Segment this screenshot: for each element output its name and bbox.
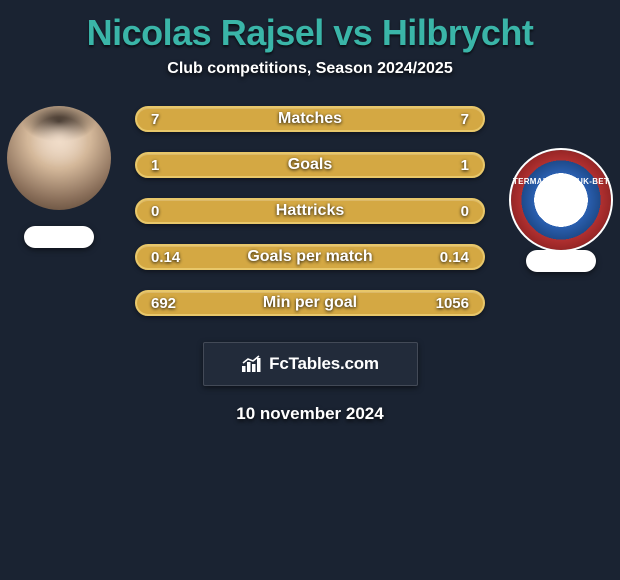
- stat-label: Goals per match: [247, 248, 372, 266]
- player-right-column: TERMALICA BRUK-BET: [506, 150, 616, 288]
- stat-right-value: 0.14: [429, 249, 469, 266]
- brand-text: FcTables.com: [269, 354, 379, 374]
- stat-right-value: 1056: [429, 295, 469, 312]
- stat-left-value: 1: [151, 157, 191, 174]
- player-right-club-logo: TERMALICA BRUK-BET: [511, 150, 611, 250]
- player-left-flag: [24, 226, 94, 248]
- stat-left-value: 692: [151, 295, 191, 312]
- stat-row-goals: 1 Goals 1: [135, 152, 485, 178]
- stat-left-value: 7: [151, 111, 191, 128]
- page-title: Nicolas Rajsel vs Hilbrycht: [0, 0, 620, 60]
- date-text: 10 november 2024: [0, 404, 620, 424]
- branding-box: FcTables.com: [203, 342, 418, 386]
- chart-icon: [241, 355, 263, 373]
- player-right-flag: [526, 250, 596, 272]
- stat-right-value: 1: [429, 157, 469, 174]
- stats-bars: 7 Matches 7 1 Goals 1 0 Hattricks 0 0.14…: [135, 106, 485, 316]
- stat-label: Goals: [288, 156, 332, 174]
- player-left-column: [4, 106, 114, 248]
- stat-right-value: 0: [429, 203, 469, 220]
- stat-row-mpg: 692 Min per goal 1056: [135, 290, 485, 316]
- stat-right-value: 7: [429, 111, 469, 128]
- subtitle: Club competitions, Season 2024/2025: [0, 60, 620, 78]
- stat-row-gpm: 0.14 Goals per match 0.14: [135, 244, 485, 270]
- stat-row-hattricks: 0 Hattricks 0: [135, 198, 485, 224]
- comparison-panel: TERMALICA BRUK-BET 7 Matches 7 1 Goals 1…: [0, 106, 620, 424]
- stat-left-value: 0: [151, 203, 191, 220]
- stat-row-matches: 7 Matches 7: [135, 106, 485, 132]
- player-left-avatar: [7, 106, 111, 210]
- club-logo-text: TERMALICA BRUK-BET: [513, 178, 609, 187]
- stat-label: Hattricks: [276, 202, 344, 220]
- stat-label: Matches: [278, 110, 342, 128]
- stat-label: Min per goal: [263, 294, 357, 312]
- stat-left-value: 0.14: [151, 249, 191, 266]
